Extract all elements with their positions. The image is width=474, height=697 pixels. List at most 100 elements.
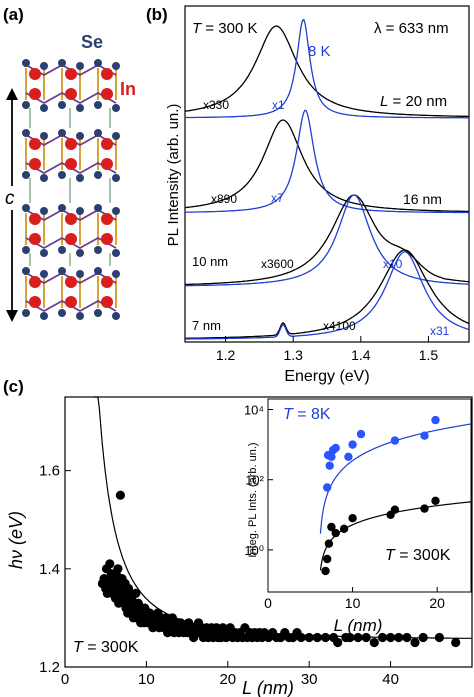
spectrum-line: [184, 25, 469, 118]
in-atom: [29, 296, 41, 308]
data-point: [131, 588, 141, 599]
se-atom: [58, 246, 66, 254]
se-atom: [58, 59, 66, 67]
panel-c-xlabel: L (nm): [242, 678, 294, 697]
inset-ytick-label: 10²: [245, 473, 264, 488]
label-16nm: 16 nm: [403, 191, 442, 207]
in-atom: [29, 138, 41, 150]
se-atom: [112, 104, 120, 112]
c-axis-label: c: [5, 188, 15, 209]
se-atom: [40, 207, 48, 215]
in-atom: [29, 276, 41, 288]
se-atom: [22, 59, 30, 67]
data-point: [402, 632, 412, 643]
inset-data-point: [348, 440, 357, 449]
in-atom: [65, 68, 77, 80]
in-atom: [101, 233, 113, 245]
data-point: [115, 490, 125, 500]
inset-ylabel: Integ. PL Ints. (arb. un.): [247, 442, 259, 557]
se-atom: [112, 174, 120, 182]
panel-b-ylabel: PL Intensity (arb. un.): [165, 104, 182, 247]
in-atom: [101, 138, 113, 150]
ytick-label: 1.4: [39, 561, 60, 578]
inset-label-8k: T = 8K: [283, 406, 331, 423]
data-point: [377, 632, 388, 643]
in-atom: [101, 88, 113, 100]
in-atom: [29, 88, 41, 100]
se-atom: [94, 246, 102, 254]
inset-data-point: [348, 514, 357, 523]
panel-c-ticks: 1.2 1.4 1.6 0 10 20 30 40: [39, 463, 399, 688]
spectrum-line: [185, 18, 469, 119]
data-point: [345, 632, 355, 643]
in-atom: [65, 158, 77, 170]
in-atom: [29, 213, 41, 225]
se-atom: [94, 101, 102, 109]
se-atom: [58, 267, 66, 275]
panel-c-ylabel: hν (eV): [6, 511, 26, 569]
se-atom: [22, 246, 30, 254]
xtick-label: 20: [219, 671, 236, 688]
se-atom: [22, 171, 30, 179]
inset-data-point: [420, 504, 429, 513]
data-point: [451, 637, 461, 648]
data-point: [353, 632, 363, 643]
panel-c-label: (c): [3, 377, 24, 396]
panel-c: (c) 1.2 1.4 1.6 0 10 20 30 40 hν (eV) L (nm) T …: [3, 377, 473, 697]
se-atom: [22, 267, 30, 275]
inset-data-point: [431, 415, 440, 425]
se-atom: [94, 59, 102, 67]
se-atom: [76, 312, 84, 320]
panel-c-temp-label: T = 300K: [73, 639, 139, 656]
panel-b: (b) 1.2 1.3 1.4 1.5 T = 300 K λ = 633 nm 8 …: [146, 5, 470, 385]
se-atom: [40, 62, 48, 70]
label-8k: 8 K: [308, 43, 331, 60]
inset-ticks: 10⁰ 10² 10⁴ 0 10 20: [244, 403, 445, 611]
in-atom: [101, 158, 113, 170]
inset-data-point: [390, 436, 400, 445]
crystal-layer: [22, 129, 120, 182]
se-atom: [40, 312, 48, 320]
inset-ytick-label: 10⁰: [244, 543, 264, 558]
panel-c-frame: [64, 396, 473, 668]
temp-label-300k: T = 300 K: [192, 20, 257, 37]
data-point: [320, 632, 331, 643]
data-point: [361, 632, 371, 643]
label-l-20nm: L = 20 nm: [380, 93, 447, 110]
data-point: [105, 559, 115, 569]
se-atom: [22, 129, 30, 137]
se-atom: [40, 132, 48, 140]
xtick-label: 10: [138, 671, 155, 688]
xtick-label: 40: [382, 671, 399, 688]
label-7nm: 7 nm: [192, 318, 221, 333]
xtick-label: 1.5: [419, 347, 439, 363]
se-atom: [76, 174, 84, 182]
se-atom: [112, 270, 120, 278]
in-atom: [29, 68, 41, 80]
inset-data-point: [390, 505, 400, 514]
se-atom: [94, 171, 102, 179]
inset-label-300k: T = 300K: [385, 547, 451, 564]
inset-xlabel: L (nm): [334, 616, 383, 635]
inset-frame: [267, 398, 472, 593]
in-atom: [29, 158, 41, 170]
se-atom: [58, 171, 66, 179]
se-atom: [76, 132, 84, 140]
se-atom: [58, 129, 66, 137]
inset-xtick-label: 10: [345, 595, 361, 611]
panel-b-label: (b): [146, 5, 168, 24]
inset-data-points: [321, 415, 440, 576]
data-point: [304, 632, 314, 643]
spectrum-line: [185, 109, 470, 214]
inset-xtick-label: 0: [264, 595, 272, 611]
data-point: [394, 632, 404, 643]
se-atom: [40, 174, 48, 182]
inset-background: [268, 399, 471, 592]
panel-b-xticks: 1.2 1.3 1.4 1.5: [216, 336, 439, 363]
data-point: [418, 632, 428, 643]
se-atom: [112, 207, 120, 215]
inset-data-point: [339, 524, 349, 533]
xtick-label: 1.4: [351, 347, 371, 363]
se-atom: [94, 267, 102, 275]
